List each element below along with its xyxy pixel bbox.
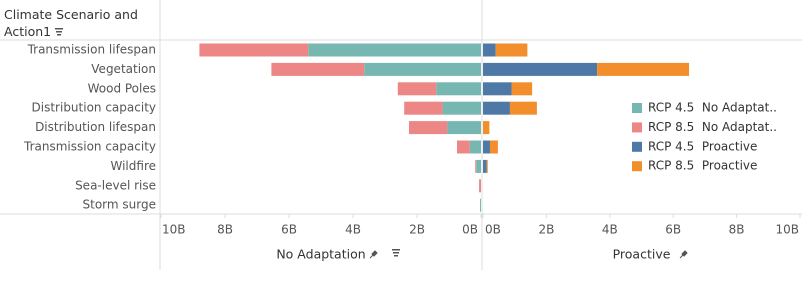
row-label: Transmission capacity	[23, 140, 156, 154]
bar	[476, 159, 481, 173]
x-tick-label: 2B	[409, 223, 425, 237]
legend-label: RCP 8.5 No Adaptat..	[648, 120, 777, 134]
bar	[483, 159, 487, 173]
bar	[475, 159, 477, 173]
x-tick-label: 10B	[162, 223, 186, 237]
bar	[404, 101, 443, 115]
bar	[483, 140, 490, 154]
row-label: Wood Poles	[88, 81, 156, 95]
bar	[308, 43, 481, 57]
bar	[480, 198, 481, 212]
bar	[469, 140, 481, 154]
x-tick-label: 6B	[281, 223, 297, 237]
row-header: Climate Scenario and Action1	[4, 6, 154, 40]
bar	[271, 62, 365, 76]
bar	[457, 140, 470, 154]
x-tick-label: 2B	[538, 223, 554, 237]
row-label: Storm surge	[83, 198, 156, 212]
x-tick-label: 10B	[775, 223, 799, 237]
bar	[509, 101, 537, 115]
sort-icon[interactable]	[55, 28, 64, 36]
x-tick-label: 0B	[462, 223, 478, 237]
bar	[489, 140, 498, 154]
x-tick-label: 6B	[665, 223, 681, 237]
legend-label: RCP 4.5 Proactive	[648, 139, 757, 153]
bar	[597, 62, 690, 76]
bar	[436, 82, 481, 96]
row-label: Vegetation	[91, 62, 156, 76]
legend-label: RCP 8.5 Proactive	[648, 159, 757, 173]
bar	[483, 43, 496, 57]
legend-swatch	[632, 103, 642, 113]
row-label: Wildfire	[111, 159, 157, 173]
row-label: Transmission lifespan	[27, 43, 156, 57]
bar	[483, 62, 598, 76]
x-tick-label: 4B	[345, 223, 361, 237]
bar	[199, 43, 309, 57]
x-tick-label: 8B	[729, 223, 745, 237]
bar	[486, 159, 488, 173]
panel-title: No Adaptation	[276, 247, 365, 262]
bar	[409, 121, 448, 135]
bar	[511, 82, 533, 96]
x-tick-label: 8B	[217, 223, 233, 237]
x-tick-label: 4B	[602, 223, 618, 237]
pin-icon	[369, 250, 378, 259]
bar	[397, 82, 437, 96]
row-label: Distribution lifespan	[35, 120, 156, 134]
bar	[483, 82, 512, 96]
bar	[495, 43, 528, 57]
legend-swatch	[632, 161, 642, 172]
legend-label: RCP 4.5 No Adaptat..	[648, 101, 777, 115]
row-header-text: Climate Scenario and Action1	[4, 7, 138, 39]
legend-swatch	[632, 141, 642, 152]
legend-swatch	[632, 122, 642, 133]
panel-title: Proactive	[613, 247, 671, 262]
sort-icon[interactable]	[392, 249, 400, 257]
bar	[442, 101, 481, 115]
bar	[479, 179, 481, 193]
bar	[364, 62, 481, 76]
bar	[483, 101, 510, 115]
row-label: Distribution capacity	[32, 101, 156, 115]
pin-icon	[679, 250, 688, 259]
x-tick-label: 0B	[485, 223, 501, 237]
bar	[483, 121, 490, 135]
row-label: Sea-level rise	[75, 178, 156, 192]
bar	[447, 121, 481, 135]
